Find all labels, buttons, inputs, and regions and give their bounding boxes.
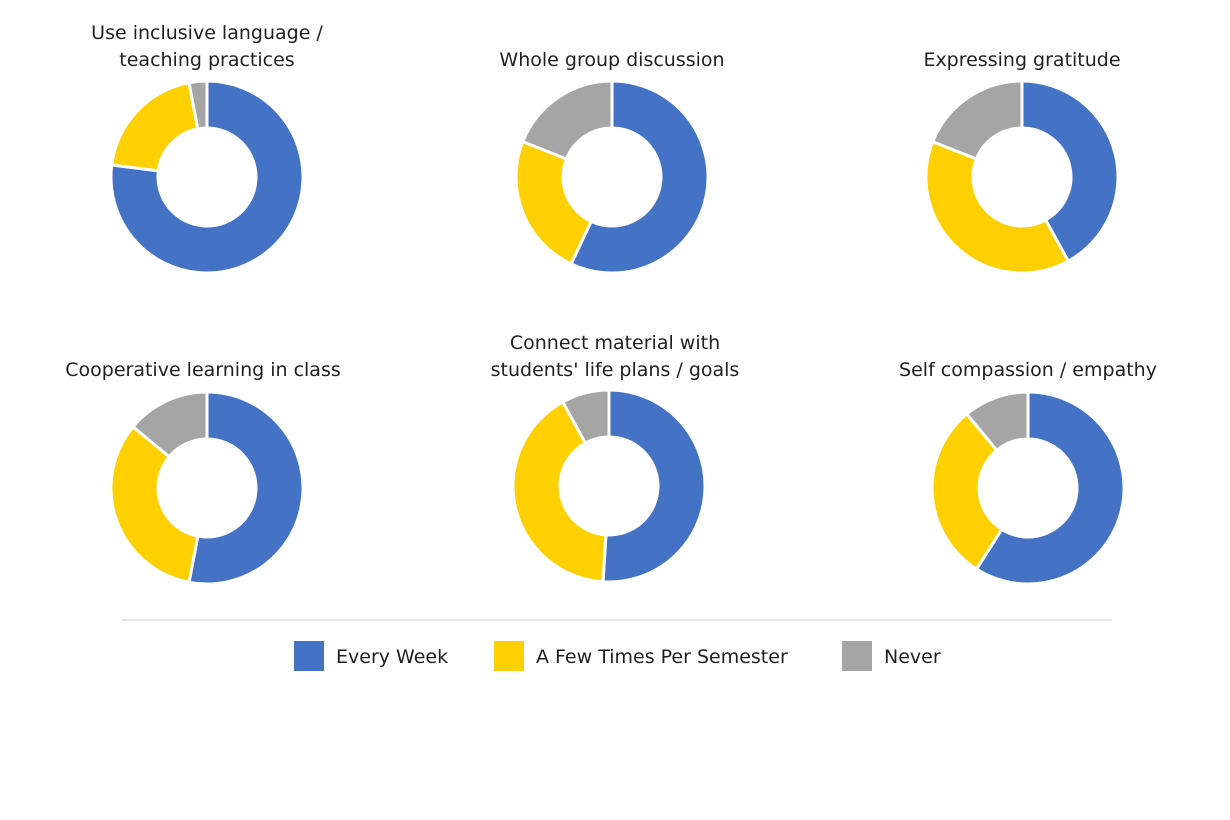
donut-slice-a-few-times-per-semester <box>924 139 1071 275</box>
chart-title-line: Whole group discussion <box>499 49 724 71</box>
chart-title-line: Expressing gratitude <box>923 49 1120 71</box>
chart-title-line: Connect material with <box>510 332 720 354</box>
chart-title-line: Self compassion / empathy <box>899 359 1157 381</box>
donut-slice-every-week <box>1020 79 1120 264</box>
donut-slice-never <box>130 390 209 459</box>
legend-item-never: Never <box>842 641 941 671</box>
donut-chart-1: Use inclusive language / teaching practic… <box>91 22 323 275</box>
donut-slice-every-week <box>974 390 1126 586</box>
donut-chart-2: Whole group discussion <box>499 49 725 275</box>
legend-swatch <box>294 641 324 671</box>
charts-layer: Use inclusive language / teaching practic… <box>65 22 1157 586</box>
legend-swatch <box>494 641 524 671</box>
legend-label: Every Week <box>336 646 448 668</box>
chart-title-line: students' life plans / goals <box>491 359 740 381</box>
chart-title-line: teaching practices <box>119 49 294 71</box>
chart-title-line: Use inclusive language / <box>91 22 323 44</box>
donut-slice-never <box>560 388 611 446</box>
legend-swatch <box>842 641 872 671</box>
legend-label: Never <box>884 646 941 668</box>
donut-chart-3: Expressing gratitude <box>923 49 1121 275</box>
donut-slice-every-week <box>187 390 305 586</box>
donut-slice-a-few-times-per-semester <box>514 139 594 266</box>
donut-slice-a-few-times-per-semester <box>109 424 200 585</box>
donut-slice-a-few-times-per-semester <box>511 399 608 584</box>
donut-slice-every-week <box>601 388 707 584</box>
donut-slice-never <box>964 390 1030 453</box>
donut-slice-never <box>520 79 614 161</box>
donut-slice-never <box>187 79 209 131</box>
donut-slice-a-few-times-per-semester <box>110 80 200 173</box>
donut-chart-6: Self compassion / empathy <box>899 359 1157 586</box>
legend-item-every-week: Every Week <box>294 641 448 671</box>
donut-slice-never <box>930 79 1024 161</box>
donut-slice-every-week <box>109 79 305 275</box>
legend-item-a-few-times-per-semester: A Few Times Per Semester <box>494 641 788 671</box>
legend-label: A Few Times Per Semester <box>536 646 788 668</box>
donut-slice-a-few-times-per-semester <box>930 411 1004 572</box>
donut-chart-4: Cooperative learning in class <box>65 359 341 586</box>
donut-chart-5: Connect material with students' life plan… <box>491 332 740 584</box>
legend: Every Week A Few Times Per Semester Never <box>294 641 941 671</box>
chart-title-line: Cooperative learning in class <box>65 359 341 381</box>
donut-slice-every-week <box>569 79 710 275</box>
